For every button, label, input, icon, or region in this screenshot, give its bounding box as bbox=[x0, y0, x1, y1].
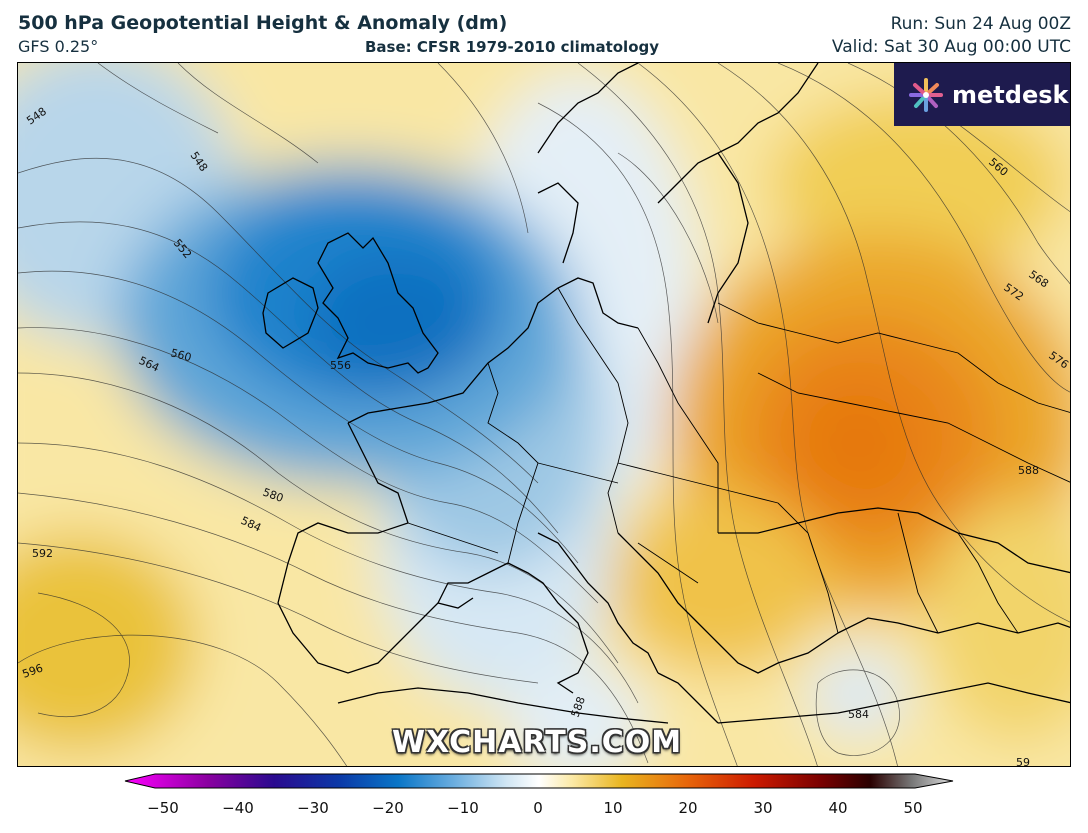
watermark: WXCHARTS.COM bbox=[392, 725, 683, 760]
logo-text: metdesk bbox=[952, 80, 1069, 109]
colorbar-tick: 50 bbox=[903, 799, 923, 817]
colorbar-tick: 30 bbox=[753, 799, 773, 817]
coastlines bbox=[262, 63, 1070, 724]
contour-label: 560 bbox=[169, 346, 193, 364]
colorbar-tick: 0 bbox=[533, 799, 543, 817]
anomaly-map: 548 548 552 556 560 564 580 584 592 596 … bbox=[17, 62, 1071, 767]
contour-label: 556 bbox=[330, 359, 351, 372]
run-time-label: Run: Sun 24 Aug 00Z bbox=[890, 14, 1071, 34]
contour-label: 588 bbox=[1018, 464, 1039, 477]
colorbar-tick: −30 bbox=[297, 799, 329, 817]
colorbar-tick: 20 bbox=[678, 799, 698, 817]
colorbar-tick: 40 bbox=[828, 799, 848, 817]
colorbar-gradient bbox=[124, 773, 954, 789]
colorbar-tick: −50 bbox=[147, 799, 179, 817]
colorbar bbox=[124, 773, 954, 789]
colorbar-tick: −10 bbox=[447, 799, 479, 817]
colorbar-tick: 10 bbox=[603, 799, 623, 817]
contour-label: 584 bbox=[848, 708, 869, 721]
colorbar-tick: −40 bbox=[222, 799, 254, 817]
climatology-base-label: Base: CFSR 1979-2010 climatology bbox=[365, 38, 660, 56]
anomaly-field bbox=[18, 63, 1070, 766]
colorbar-tick: −20 bbox=[372, 799, 404, 817]
valid-time-label: Valid: Sat 30 Aug 00:00 UTC bbox=[831, 37, 1071, 57]
flower-logo-icon bbox=[909, 77, 943, 112]
country-borders bbox=[407, 287, 1070, 634]
chart-title: 500 hPa Geopotential Height & Anomaly (d… bbox=[18, 12, 508, 34]
contour-label: 59 bbox=[1016, 756, 1030, 767]
metdesk-logo: metdesk bbox=[894, 63, 1070, 126]
contour-label: 592 bbox=[32, 547, 53, 560]
map-canvas: 548 548 552 556 560 564 580 584 592 596 … bbox=[18, 63, 1070, 767]
model-label: GFS 0.25° bbox=[18, 37, 99, 56]
